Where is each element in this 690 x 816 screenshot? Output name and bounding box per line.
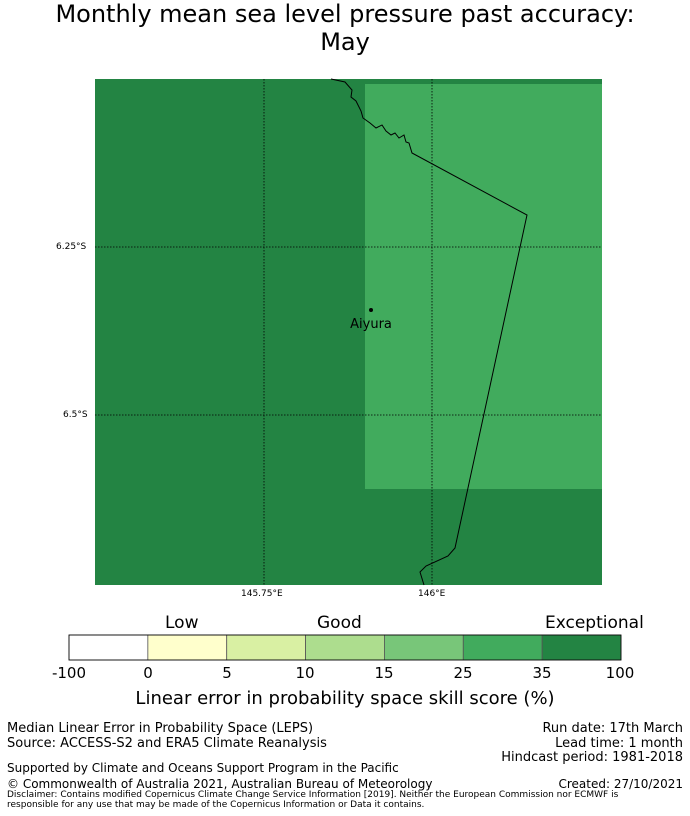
lon-tick-label: 146°E [418,589,446,599]
colorbar-segment [305,634,385,661]
colorbar-segment [384,634,464,661]
skill-region-very-good [365,84,602,489]
footer-copyright: © Commonwealth of Australia 2021, Austra… [7,777,433,791]
footer-support: Supported by Climate and Oceans Support … [7,761,399,775]
colorbar-tick-label: 100 [605,664,635,682]
colorbar-category-good: Good [317,613,362,633]
colorbar-frame [68,634,622,661]
chart-title-line2: May [320,28,370,56]
colorbar-label: Linear error in probability space skill … [135,688,555,709]
footer-hindcast: Hindcast period: 1981-2018 [501,750,683,765]
colorbar-segment [226,634,306,661]
colorbar-tick-label: 25 [453,664,473,682]
lon-tick-label: 145.75°E [241,589,283,599]
chart-title-line1: Monthly mean sea level pressure past acc… [55,0,635,28]
colorbar-segment [462,634,543,661]
location-marker [369,308,373,312]
footer-run-date: Run date: 17th March [542,721,683,736]
footer-source: Source: ACCESS-S2 and ERA5 Climate Reana… [7,736,327,751]
footer-method: Median Linear Error in Probability Space… [7,721,314,736]
colorbar-tick-label: 35 [532,664,552,682]
colorbar-segment [147,634,228,661]
lat-tick-label: 6.5°S [63,410,88,420]
footer-disclaimer: Disclaimer: Contains modified Copernicus… [7,790,619,810]
footer-created: Created: 27/10/2021 [558,777,683,791]
coastline [330,78,528,586]
colorbar-category-exceptional: Exceptional [545,613,644,633]
lat-tick-label: 6.25°S [56,242,87,252]
colorbar-tick-label: 10 [295,664,315,682]
colorbar-tick-label: -100 [51,664,87,682]
colorbar-category-low: Low [165,613,199,633]
location-label: Aiyura [350,317,392,332]
colorbar-tick-label: 15 [374,664,394,682]
colorbar-segment [68,634,149,661]
colorbar [68,634,622,661]
footer-lead-time: Lead time: 1 month [555,736,683,751]
colorbar-tick-label: 0 [143,664,153,682]
colorbar-tick-label: 5 [222,664,232,682]
colorbar-segment [541,634,622,661]
